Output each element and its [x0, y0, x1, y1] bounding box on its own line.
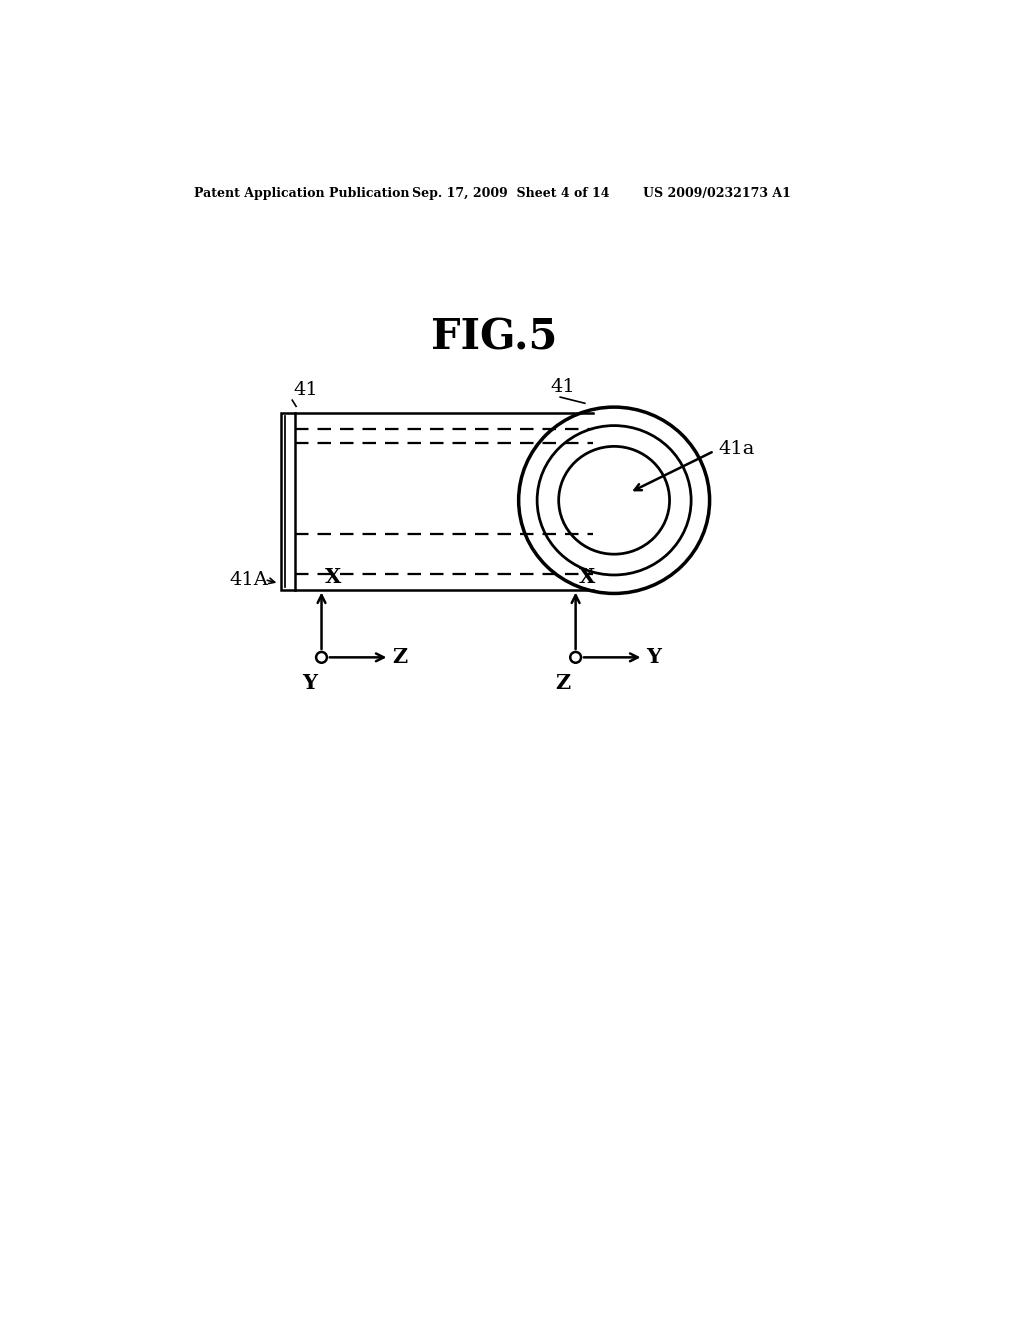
Text: US 2009/0232173 A1: US 2009/0232173 A1: [643, 187, 791, 199]
Text: Patent Application Publication: Patent Application Publication: [194, 187, 410, 199]
Text: FIG.5: FIG.5: [431, 317, 557, 358]
Text: X: X: [579, 566, 595, 586]
Text: X: X: [325, 566, 341, 586]
Text: 41A: 41A: [229, 570, 268, 589]
Text: Z: Z: [556, 673, 570, 693]
Text: 41: 41: [550, 378, 574, 396]
Text: Y: Y: [646, 647, 662, 668]
Text: 41: 41: [294, 380, 318, 399]
Text: Y: Y: [302, 673, 316, 693]
Text: Z: Z: [392, 647, 408, 668]
Text: Sep. 17, 2009  Sheet 4 of 14: Sep. 17, 2009 Sheet 4 of 14: [412, 187, 609, 199]
Text: 41a: 41a: [718, 441, 755, 458]
